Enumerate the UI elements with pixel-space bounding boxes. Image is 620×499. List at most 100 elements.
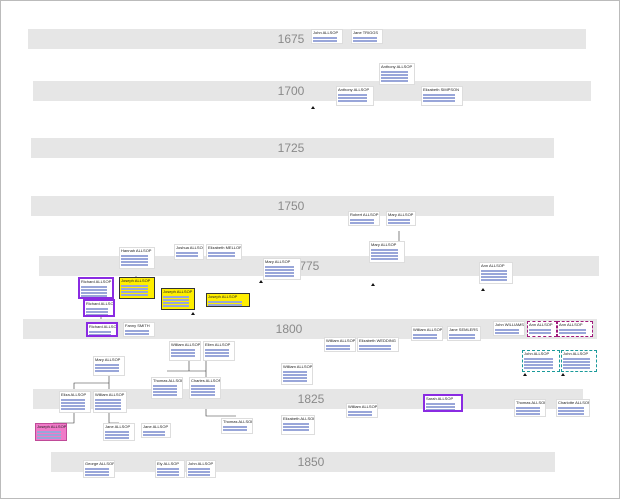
person-name: George ALLSOP [85, 461, 115, 466]
person-name: Fanny SMITH [125, 323, 150, 328]
detail-line [381, 80, 409, 82]
detail-line [563, 361, 591, 363]
detail-line [313, 40, 337, 42]
detail-line [449, 337, 475, 339]
detail-line [121, 288, 149, 290]
detail-line [153, 391, 177, 393]
detail-line [265, 272, 294, 274]
detail-line [86, 314, 109, 315]
detail-line [426, 409, 455, 410]
detail-line [188, 474, 211, 476]
detail-line [176, 255, 199, 257]
person-box: Mary ALLSOP [386, 211, 416, 226]
person-box: Elizabeth MELLOR [206, 244, 242, 260]
person-name: William ALLSOP [283, 364, 313, 369]
detail-line [191, 391, 215, 393]
person-name: Thomas ALLSOP [516, 400, 546, 405]
person-box: William ALLSOP [169, 341, 201, 361]
person-name: Elizabeth ALLSOP [283, 416, 315, 421]
person-name: Jane ALLSOP [105, 424, 131, 429]
detail-line [524, 361, 553, 363]
detail-line [283, 374, 307, 376]
person-name: Ellen ALLSOP [205, 342, 231, 347]
detail-line [171, 349, 195, 351]
detail-line [121, 264, 149, 266]
person-name: Richard ALLSOP [81, 279, 112, 284]
detail-line [283, 426, 309, 428]
person-name: John ALLSOP [563, 351, 589, 356]
detail-line [559, 329, 587, 331]
detail-line [81, 295, 107, 297]
person-name: William ALLSOP [348, 404, 378, 409]
person-box: Thomas ALLSOP [514, 399, 546, 417]
detail-line [313, 37, 337, 39]
detail-line [153, 385, 177, 387]
person-name: Jane SEMLERS [449, 327, 478, 332]
detail-line [95, 399, 121, 401]
person-name: Sarah ALLSOP [426, 396, 454, 401]
detail-line [163, 296, 189, 298]
person-name: Joseph ALLSOP [37, 424, 67, 429]
detail-line [524, 367, 553, 369]
person-name: Joseph ALLSOP [208, 294, 238, 299]
year-band [28, 29, 586, 49]
detail-line [495, 332, 519, 334]
detail-line [81, 286, 107, 288]
detail-line [105, 431, 129, 433]
detail-line [157, 471, 180, 473]
detail-line [516, 413, 540, 415]
person-name: Hannah ALLSOP [121, 248, 152, 253]
detail-line [516, 410, 540, 412]
detail-line [61, 402, 85, 404]
detail-line [163, 305, 189, 307]
person-name: Eliza ALLSOP [61, 392, 87, 397]
detail-line [208, 255, 236, 257]
person-box: Joshua ALLSOP [174, 244, 204, 260]
detail-line [125, 330, 149, 332]
detail-line [153, 388, 177, 390]
person-box: Thomas ALLSOP [151, 377, 183, 399]
person-box: Anthony ALLSOP [336, 86, 374, 106]
detail-line [423, 97, 456, 99]
person-box: George ALLSOP [83, 460, 115, 478]
person-box: Elizabeth ALLSOP [281, 415, 315, 435]
person-name: Mary ALLSOP [388, 212, 414, 217]
detail-line [563, 358, 591, 360]
person-box: John ALLSOP [561, 350, 597, 372]
detail-line [85, 471, 109, 473]
detail-line [449, 334, 475, 336]
person-box: Robert ALLSOP [348, 211, 380, 226]
detail-line [495, 329, 519, 331]
person-box: Fanny SMITH [123, 322, 155, 337]
person-name: William ALLSOP [326, 338, 356, 343]
person-box: Jane ALLSOP [141, 423, 171, 438]
year-label: 1725 [277, 141, 305, 155]
person-name: Thomas ALLSOP [153, 378, 183, 383]
detail-line [359, 345, 392, 347]
detail-line [265, 275, 294, 277]
person-name: Joseph ALLSOP [163, 289, 193, 294]
person-box: Jane SEMLERS [447, 326, 481, 341]
person-name: William ALLSOP [413, 327, 443, 332]
person-box: Elizabeth SIMPSON [421, 86, 463, 106]
person-box: Richard ALLSOP [83, 299, 115, 317]
person-name: Joseph ALLSOP [121, 278, 151, 283]
detail-line [529, 329, 552, 331]
person-box: Charles ALLSOP [189, 377, 221, 399]
detail-line [426, 406, 455, 408]
person-box: Thomas ALLSOP [221, 418, 253, 434]
person-box: Mary ALLSOP [93, 356, 125, 376]
detail-line [326, 345, 350, 347]
detail-line [265, 266, 294, 268]
detail-line [413, 337, 437, 339]
detail-line [191, 385, 215, 387]
person-name: John ALLSOP [524, 351, 550, 356]
person-name: Ann ALLSOP [529, 322, 553, 327]
detail-line [95, 408, 121, 410]
person-box: William ALLSOP [411, 326, 443, 341]
year-label: 1700 [277, 84, 305, 98]
detail-line [176, 252, 199, 254]
person-name: Ely ALLSOP [157, 461, 180, 466]
detail-line [191, 388, 215, 390]
person-box: Jane ALLSOP [103, 423, 135, 441]
